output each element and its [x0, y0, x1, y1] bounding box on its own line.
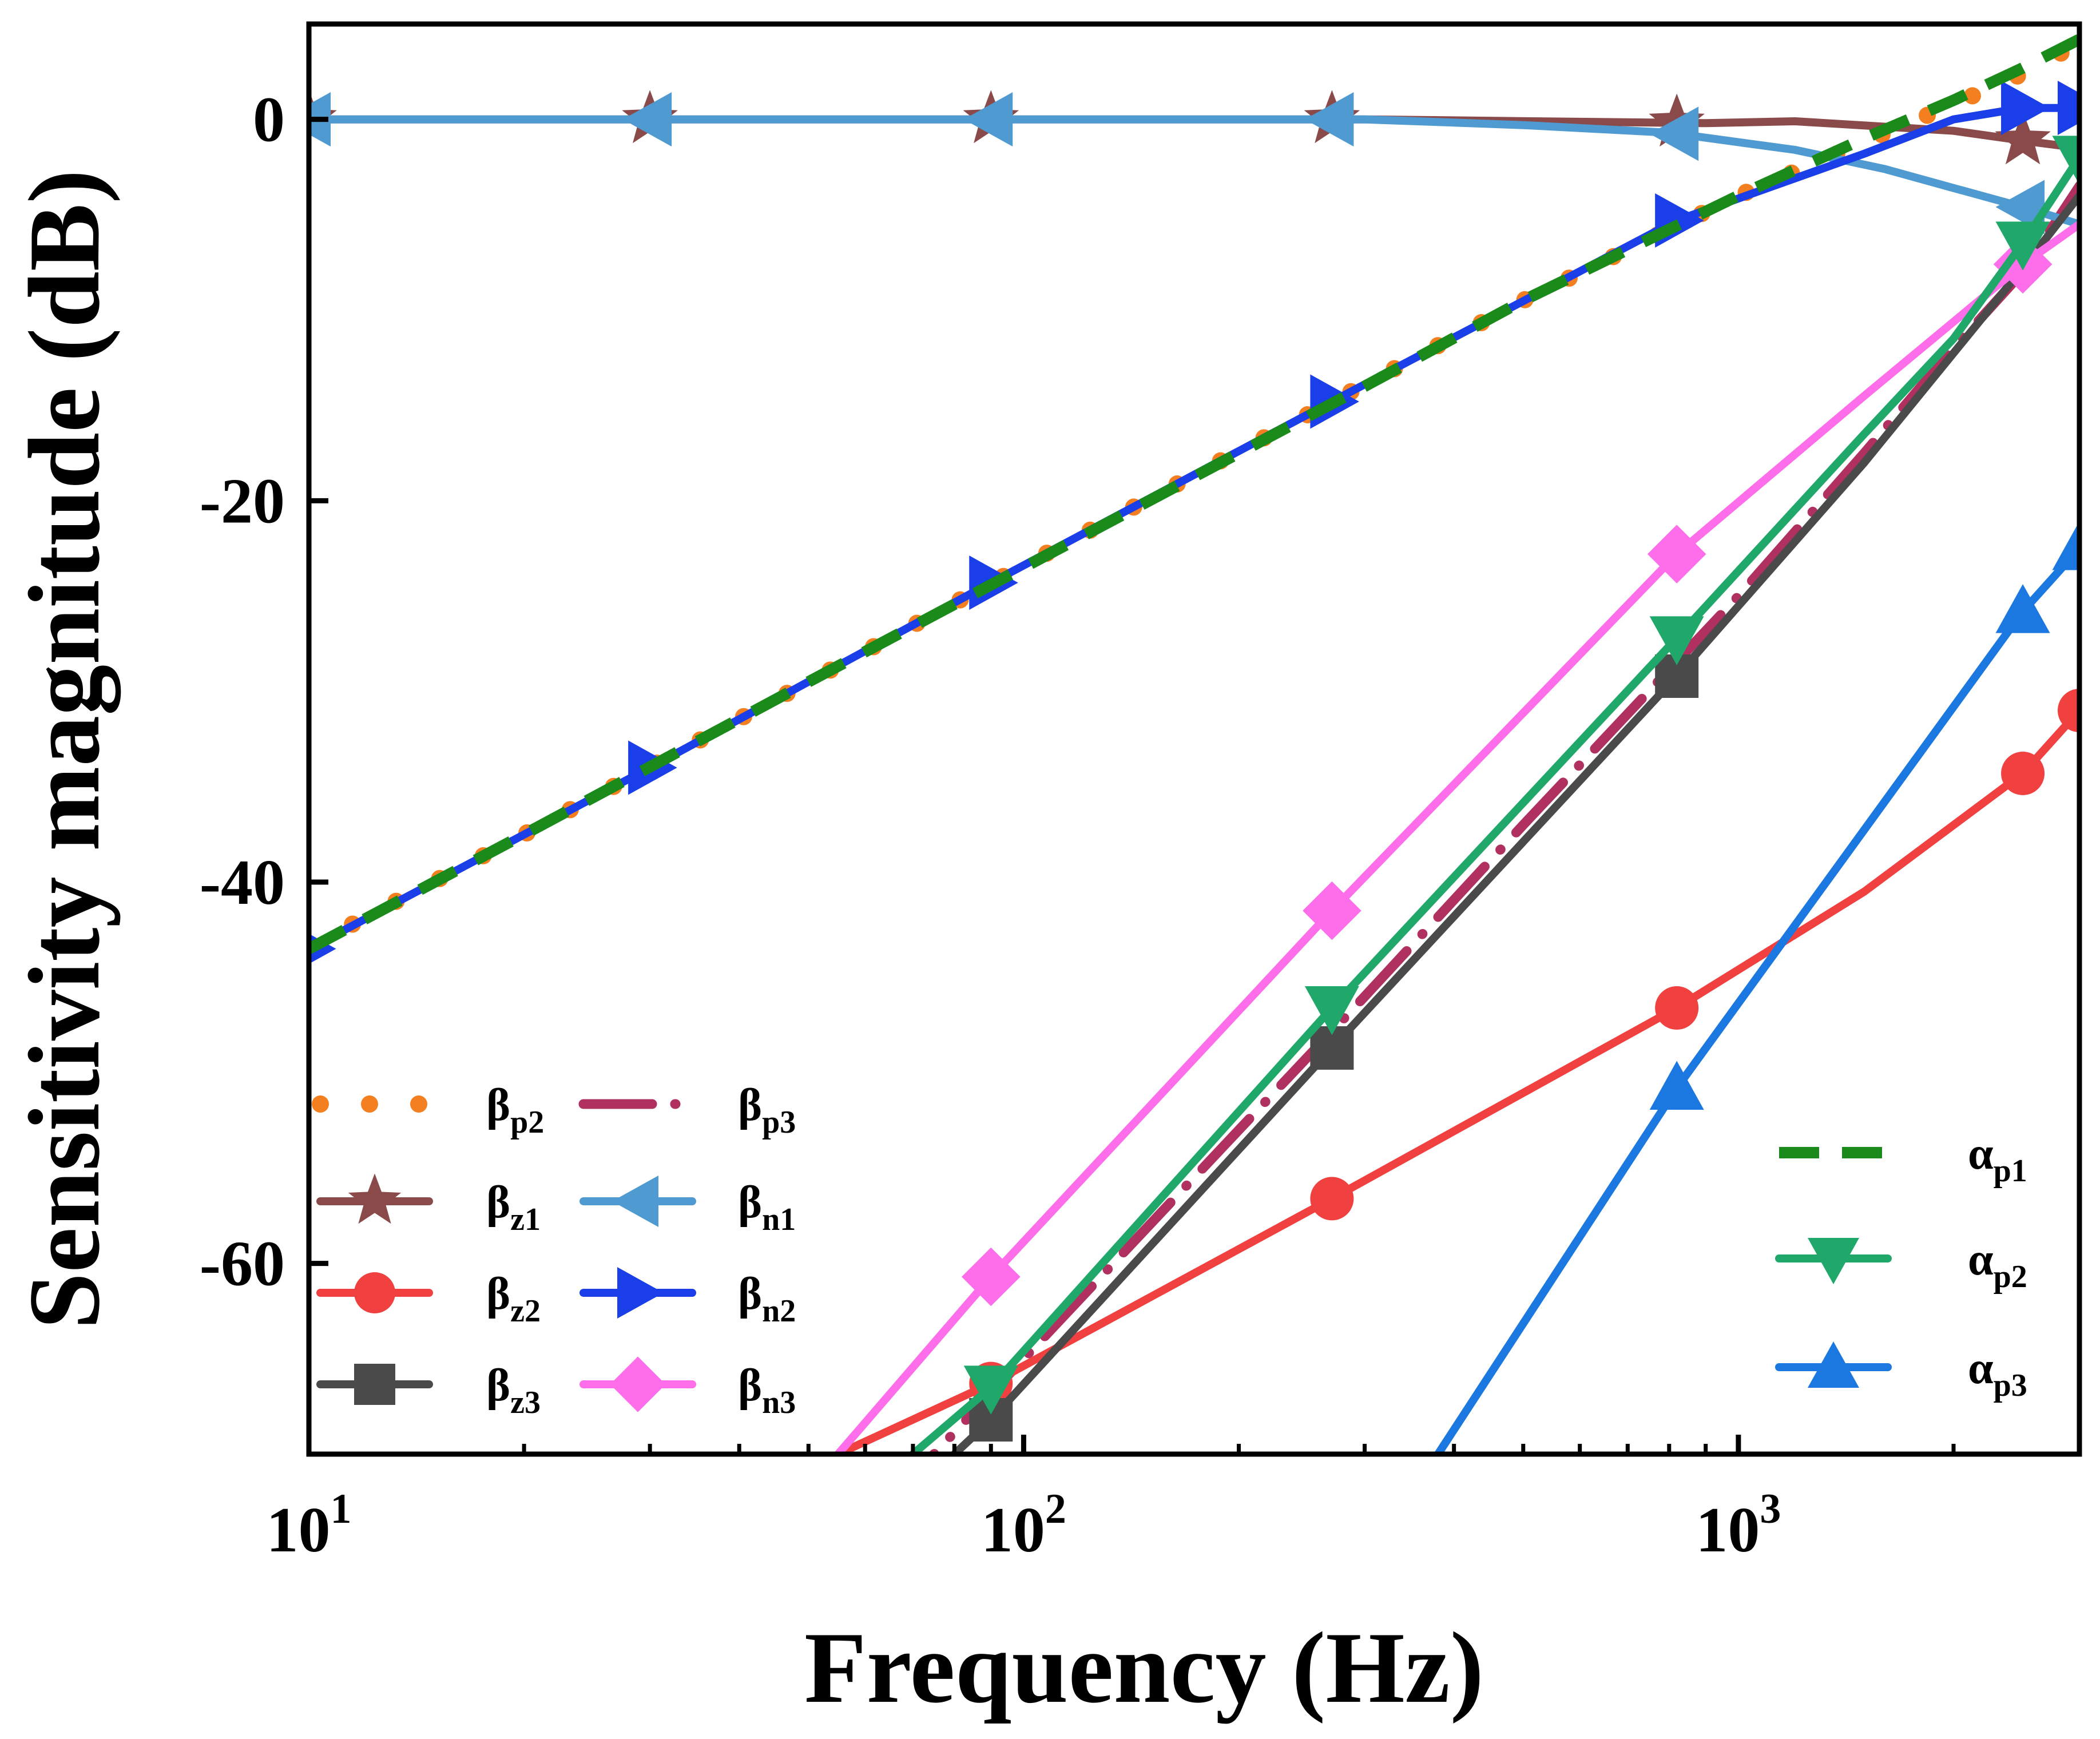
legend-marker-beta-z3 — [354, 1364, 395, 1405]
y-tick-label: -20 — [200, 466, 285, 537]
data-point-beta-n1 — [622, 92, 672, 147]
series-line-alpha-p2 — [908, 153, 2079, 1454]
data-point-beta-z1 — [1995, 111, 2051, 165]
data-point-beta-z2 — [1655, 986, 1699, 1030]
data-point-beta-n1 — [1995, 180, 2045, 235]
legend-marker-beta-z2 — [354, 1272, 395, 1313]
legend-label-alpha-p1: αp1 — [1968, 1129, 2027, 1189]
legend-marker-beta-n2 — [617, 1267, 664, 1319]
legend-sample-alpha-p3 — [1775, 1341, 1892, 1388]
data-point-beta-n2 — [2058, 81, 2079, 136]
series-layer — [309, 34, 2079, 1454]
legend-marker-beta-n3 — [610, 1356, 666, 1412]
legend-sample-alpha-p2 — [1775, 1238, 1892, 1284]
series-beta-n1 — [309, 92, 2079, 235]
legend-marker-alpha-p3 — [1808, 1341, 1859, 1388]
x-axis-title: Frequency (Hz) — [804, 1611, 1484, 1724]
data-point-beta-n3 — [961, 1247, 1021, 1307]
legend-label-alpha-p3: αp3 — [1968, 1343, 2027, 1403]
legend-label-beta-n3: βn3 — [738, 1360, 796, 1420]
legend-sample-beta-n3 — [579, 1356, 696, 1412]
legend-sample-beta-z2 — [316, 1272, 433, 1313]
legend-label-beta-n2: βn2 — [738, 1269, 796, 1329]
legend-marker-beta-z1 — [348, 1173, 402, 1224]
legend-marker-alpha-p2 — [1808, 1238, 1859, 1284]
y-tick-label: -40 — [200, 847, 285, 918]
legend-bottom-left: βp2 βp3 βz1 βn1 βz2 βn2 βz3 βn3 — [312, 1080, 796, 1420]
legend-label-beta-p3: βp3 — [738, 1080, 796, 1140]
data-point-beta-n1 — [963, 92, 1013, 147]
data-point-alpha-p3 — [2052, 521, 2079, 570]
data-point-beta-n3 — [1647, 525, 1706, 583]
data-point-beta-z2 — [2001, 752, 2045, 795]
legend-marker-beta-n1 — [612, 1176, 658, 1227]
series-alpha-p3 — [1434, 521, 2079, 1454]
data-point-alpha-p2 — [1995, 221, 2050, 271]
legend-label-beta-z2: βz2 — [486, 1269, 541, 1329]
series-alpha-p2 — [908, 136, 2079, 1454]
data-point-alpha-p3 — [1995, 584, 2050, 633]
data-point-beta-n1 — [1304, 92, 1354, 147]
y-axis-title: Sensitivity magnitude (dB) — [7, 169, 121, 1329]
series-line-alpha-p3 — [1434, 544, 2079, 1454]
data-point-alpha-p2 — [2052, 136, 2079, 185]
legend-sample-beta-z1 — [316, 1173, 433, 1224]
plot-frame — [306, 21, 2082, 1457]
data-point-beta-n1 — [1649, 106, 1699, 161]
legend-label-beta-z3: βz3 — [486, 1360, 541, 1420]
data-point-beta-z2 — [2058, 689, 2079, 732]
y-tick-label: 0 — [253, 85, 285, 156]
y-tick-label: -60 — [200, 1229, 285, 1300]
legend-sample-beta-z3 — [316, 1364, 433, 1405]
legend-layer: βp2 βp3 βz1 βn1 βz2 βn2 βz3 βn3 αp1 αp2 αp3 — [312, 1080, 2027, 1420]
series-alpha-p1 — [309, 34, 2079, 954]
legend-label-beta-n1: βn1 — [738, 1177, 796, 1237]
legend-label-alpha-p2: αp2 — [1968, 1234, 2027, 1295]
legend-label-beta-p2: βp2 — [486, 1080, 544, 1140]
data-point-alpha-p2 — [1649, 616, 1704, 665]
data-point-beta-z2 — [1310, 1177, 1354, 1221]
legend-sample-beta-n2 — [579, 1267, 696, 1319]
legend-label-beta-z1: βz1 — [486, 1177, 541, 1237]
data-point-beta-n2 — [2001, 81, 2050, 136]
legend-sample-beta-n1 — [579, 1176, 696, 1227]
data-point-alpha-p2 — [963, 1365, 1018, 1415]
legend-bottom-right: αp1 αp2 αp3 — [1775, 1129, 2027, 1403]
data-point-alpha-p3 — [1649, 1061, 1704, 1110]
data-point-beta-n3 — [1303, 881, 1361, 940]
series-line-alpha-p1 — [309, 34, 2079, 954]
data-point-alpha-p2 — [1304, 986, 1359, 1035]
series-line-beta-n1 — [309, 115, 2079, 228]
